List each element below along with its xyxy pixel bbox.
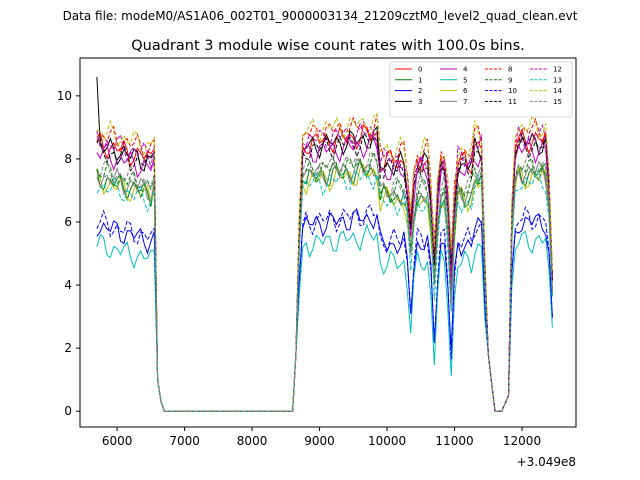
- x-offset-label: +3.049e8: [517, 455, 576, 469]
- y-tick-label: 2: [64, 341, 72, 355]
- legend-label-14: 14: [553, 87, 562, 95]
- legend-label-6: 6: [463, 87, 468, 95]
- legend-label-15: 15: [553, 98, 562, 106]
- x-axis: 6000 7000 8000 9000 10000 11000 12000: [102, 427, 541, 448]
- chart-title: Quadrant 3 module wise count rates with …: [131, 38, 525, 54]
- y-axis: 0 2 4 6 8 10: [57, 89, 80, 418]
- legend-label-0: 0: [418, 66, 422, 74]
- legend-label-13: 13: [553, 76, 562, 84]
- legend-label-2: 2: [418, 87, 422, 95]
- x-tick-label: 10000: [368, 434, 406, 448]
- legend-label-1: 1: [418, 76, 422, 84]
- y-tick-label: 4: [64, 278, 72, 292]
- y-tick-label: 0: [64, 404, 72, 418]
- x-tick-label: 7000: [169, 434, 200, 448]
- legend-label-10: 10: [508, 87, 517, 95]
- x-tick-label: 8000: [237, 434, 268, 448]
- y-tick-label: 8: [64, 152, 72, 166]
- y-tick-label: 6: [64, 215, 72, 229]
- x-tick-label: 12000: [503, 434, 541, 448]
- series-line-10: [96, 204, 553, 412]
- x-tick-label: 9000: [304, 434, 335, 448]
- legend-label-5: 5: [463, 76, 467, 84]
- legend-label-9: 9: [508, 76, 512, 84]
- legend-label-8: 8: [508, 66, 512, 74]
- series-line-15: [96, 150, 553, 412]
- legend-frame: [389, 61, 573, 118]
- legend-label-11: 11: [508, 98, 517, 106]
- plot-frame: [79, 57, 577, 428]
- legend-label-12: 12: [553, 66, 562, 74]
- x-tick-label: 6000: [102, 434, 133, 448]
- plot-lines: [96, 76, 553, 412]
- chart-suptitle: Data file: modeM0/AS1A06_002T01_90000031…: [63, 9, 578, 23]
- legend-label-7: 7: [463, 98, 467, 106]
- legend-label-4: 4: [463, 66, 468, 74]
- legend-label-3: 3: [418, 98, 422, 106]
- y-tick-label: 10: [57, 89, 72, 103]
- x-tick-label: 11000: [435, 434, 473, 448]
